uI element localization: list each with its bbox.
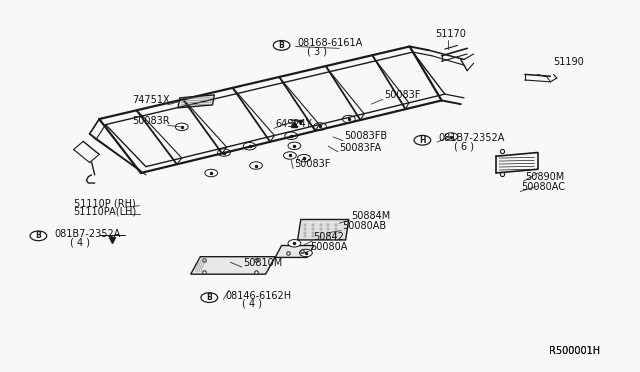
Text: 50884M: 50884M [351, 211, 390, 221]
Circle shape [445, 133, 458, 140]
Polygon shape [275, 246, 314, 257]
Circle shape [285, 132, 298, 140]
Text: H: H [419, 136, 426, 145]
Circle shape [201, 293, 218, 302]
Text: 50083FB: 50083FB [344, 131, 387, 141]
Circle shape [284, 152, 296, 159]
Circle shape [205, 169, 218, 177]
Circle shape [288, 240, 301, 247]
Polygon shape [191, 257, 275, 274]
Text: 64924Y: 64924Y [275, 119, 312, 129]
Text: 081B7-2352A: 081B7-2352A [54, 229, 121, 239]
Text: ( 4 ): ( 4 ) [242, 299, 262, 309]
Text: 08168-6161A: 08168-6161A [298, 38, 363, 48]
Text: B: B [279, 41, 284, 50]
Text: 50810M: 50810M [243, 258, 282, 268]
Text: 50080A: 50080A [310, 242, 348, 252]
Text: R500001H: R500001H [549, 346, 600, 356]
Text: 50080AC: 50080AC [522, 182, 566, 192]
Text: 50083FA: 50083FA [339, 142, 381, 153]
Polygon shape [178, 95, 214, 108]
Text: 50083F: 50083F [384, 90, 420, 100]
Text: 50080AB: 50080AB [342, 221, 387, 231]
Circle shape [243, 142, 256, 150]
Circle shape [414, 135, 431, 145]
Text: 50083F: 50083F [294, 159, 331, 169]
Text: R500001H: R500001H [549, 346, 600, 356]
Circle shape [298, 154, 310, 162]
Text: 51190: 51190 [554, 57, 584, 67]
Text: 74751X: 74751X [132, 95, 170, 105]
Text: 51110P (RH): 51110P (RH) [74, 198, 135, 208]
Text: 51170: 51170 [435, 29, 466, 39]
Text: ( 6 ): ( 6 ) [454, 141, 474, 151]
Text: B: B [207, 293, 212, 302]
Circle shape [218, 149, 230, 156]
Text: B: B [36, 231, 41, 240]
Text: 081B7-2352A: 081B7-2352A [438, 133, 505, 143]
Polygon shape [298, 219, 349, 240]
Circle shape [175, 123, 188, 131]
Circle shape [342, 115, 355, 123]
Text: 50083R: 50083R [132, 116, 170, 126]
Circle shape [300, 249, 312, 257]
Text: ( 4 ): ( 4 ) [70, 237, 90, 247]
Text: 51110PA(LH): 51110PA(LH) [74, 206, 137, 217]
Circle shape [288, 142, 301, 150]
Circle shape [314, 123, 326, 130]
Text: 50842: 50842 [314, 232, 344, 242]
Circle shape [30, 231, 47, 241]
Circle shape [250, 162, 262, 169]
Text: 08146-6162H: 08146-6162H [225, 291, 291, 301]
Text: 50890M: 50890M [525, 172, 564, 182]
Text: ( 3 ): ( 3 ) [307, 46, 327, 57]
Circle shape [273, 41, 290, 50]
